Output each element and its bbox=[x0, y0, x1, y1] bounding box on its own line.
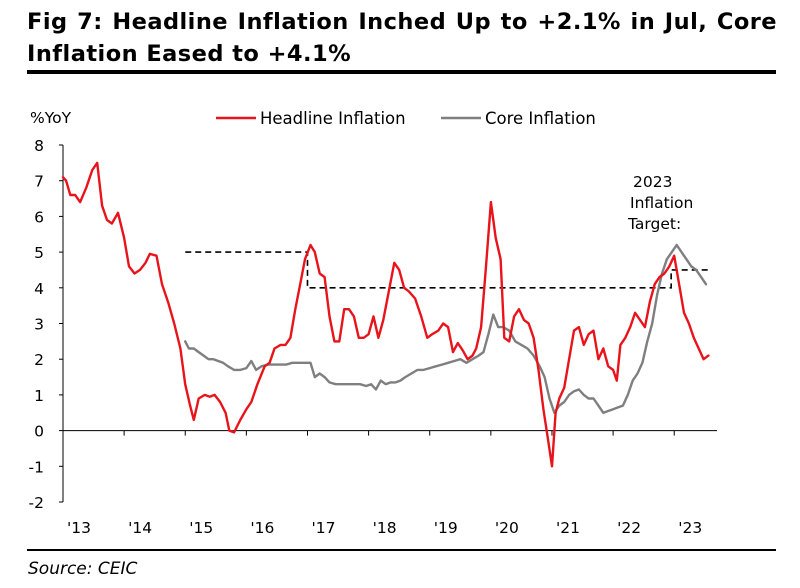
y-tick-label: 2 bbox=[34, 351, 44, 369]
headline-inflation-line bbox=[61, 161, 710, 468]
headline-inflation-series bbox=[61, 161, 710, 468]
annotation-line-2: Inflation bbox=[630, 194, 693, 212]
target-dashed-path bbox=[185, 251, 708, 289]
y-tick-label: -1 bbox=[29, 458, 44, 476]
x-tick-label: '20 bbox=[495, 519, 519, 537]
x-tick-label: '18 bbox=[373, 519, 397, 537]
x-tick-label: '21 bbox=[556, 519, 580, 537]
x-tick-label: '22 bbox=[617, 519, 641, 537]
core-inflation-line bbox=[183, 243, 708, 414]
target-annotation: 2023 Inflation Target: bbox=[627, 173, 693, 233]
y-tick-label: 7 bbox=[34, 173, 44, 191]
x-tick-label: '16 bbox=[250, 519, 274, 537]
y-axis-label: %YoY bbox=[30, 109, 72, 127]
legend: Headline Inflation Core Inflation bbox=[216, 109, 596, 128]
annotation-line-1: 2023 bbox=[633, 173, 672, 191]
y-tick-label: 1 bbox=[34, 387, 44, 405]
x-tick-label: '15 bbox=[189, 519, 213, 537]
legend-label-headline: Headline Inflation bbox=[260, 109, 406, 128]
footer-divider bbox=[27, 549, 776, 551]
core-inflation-series bbox=[183, 243, 708, 414]
y-tick-label: 5 bbox=[34, 244, 44, 262]
y-tick-label: 0 bbox=[34, 423, 44, 441]
source-note: Source: CEIC bbox=[28, 559, 138, 579]
y-tick-label: 6 bbox=[34, 208, 44, 226]
x-tick-labels: '13 '14 '15 '16 '17 '18 '19 '20 '21 '22 '23 bbox=[67, 519, 702, 537]
chart-title: Fig 7: Headline Inflation Inched Up to +… bbox=[27, 9, 777, 67]
legend-label-core: Core Inflation bbox=[485, 109, 596, 128]
title-divider bbox=[27, 70, 776, 74]
y-tick-label: 8 bbox=[34, 137, 44, 155]
inflation-target-line bbox=[185, 251, 708, 289]
x-tick-label: '14 bbox=[128, 519, 152, 537]
annotation-line-3: Target: bbox=[627, 215, 681, 233]
y-tick-label: 3 bbox=[34, 316, 44, 334]
axes bbox=[59, 144, 717, 503]
y-tick-labels: 8 7 6 5 4 3 2 1 0 -1 -2 bbox=[29, 137, 44, 512]
x-tick-label: '17 bbox=[311, 519, 335, 537]
x-tick-label: '13 bbox=[67, 519, 91, 537]
x-tick-label: '19 bbox=[434, 519, 458, 537]
y-tick-label: -2 bbox=[29, 494, 44, 512]
y-tick-label: 4 bbox=[34, 280, 44, 298]
x-tick-label: '23 bbox=[678, 519, 702, 537]
